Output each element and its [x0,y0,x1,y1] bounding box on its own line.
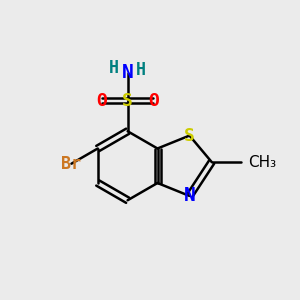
Text: H: H [136,61,146,79]
Text: N: N [122,63,134,82]
Text: Br: Br [61,155,82,173]
Text: S: S [184,127,195,145]
Text: H: H [109,59,119,77]
Text: N: N [184,186,195,206]
Text: S: S [122,92,133,110]
Text: O: O [96,92,107,110]
Text: CH₃: CH₃ [248,154,277,169]
Text: O: O [148,92,159,110]
